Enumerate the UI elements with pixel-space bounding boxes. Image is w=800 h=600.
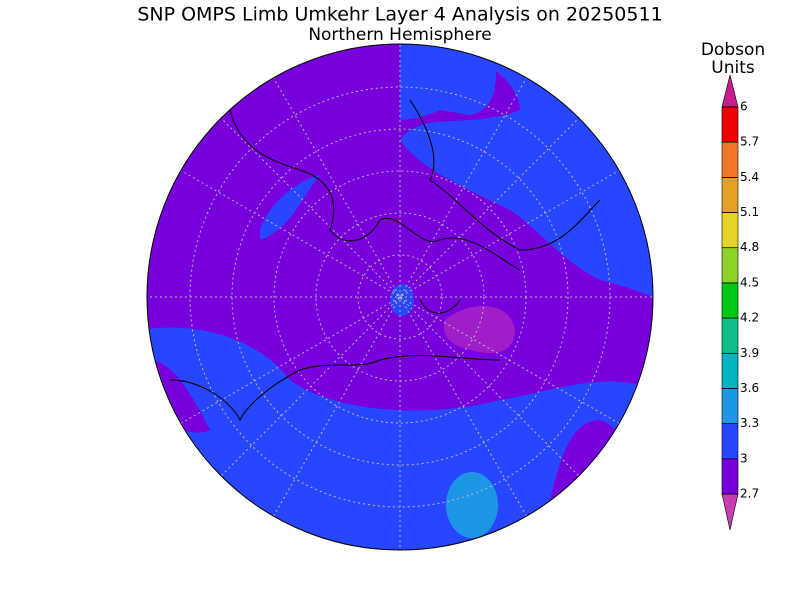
colorbar-label: Dobson <box>701 40 765 60</box>
colorbar-tick-label: 2.7 <box>740 487 759 501</box>
colorbar-segment <box>721 106 739 143</box>
colorbar-segment <box>721 141 739 178</box>
colorbar-segment <box>721 212 739 249</box>
colorbar-tick-label: 4.5 <box>740 275 759 289</box>
colorbar-tick-label: 3.6 <box>740 381 759 395</box>
colorbar-segment <box>721 388 739 424</box>
colorbar-tick-label: 5.7 <box>740 135 759 149</box>
colorbar-under <box>721 493 739 531</box>
colorbar-tick-label: 3 <box>740 451 748 465</box>
colorbar-label: Units <box>711 58 755 78</box>
colorbar-segment <box>721 352 739 389</box>
colorbar-segment <box>721 317 739 354</box>
colorbar-segment <box>721 423 739 460</box>
colorbar-over <box>721 74 739 108</box>
colorbar-segment <box>721 177 739 213</box>
colorbar-tick-label: 3.3 <box>740 416 759 430</box>
colorbar-segment <box>721 458 739 495</box>
colorbar-tick-label: 4.8 <box>740 240 759 254</box>
polar-map <box>147 44 653 550</box>
colorbar-tick-label: 5.1 <box>740 205 759 219</box>
map-border <box>146 43 654 551</box>
colorbar-tick-label: 6 <box>740 100 748 114</box>
title: SNP OMPS Limb Umkehr Layer 4 Analysis on… <box>137 4 662 26</box>
colorbar-segment <box>721 247 739 284</box>
colorbar-segment <box>721 282 739 319</box>
colorbar-tick-label: 3.9 <box>740 346 759 360</box>
subtitle: Northern Hemisphere <box>308 25 491 45</box>
colorbar-tick-label: 4.2 <box>740 311 759 325</box>
colorbar-tick-label: 5.4 <box>740 170 759 184</box>
